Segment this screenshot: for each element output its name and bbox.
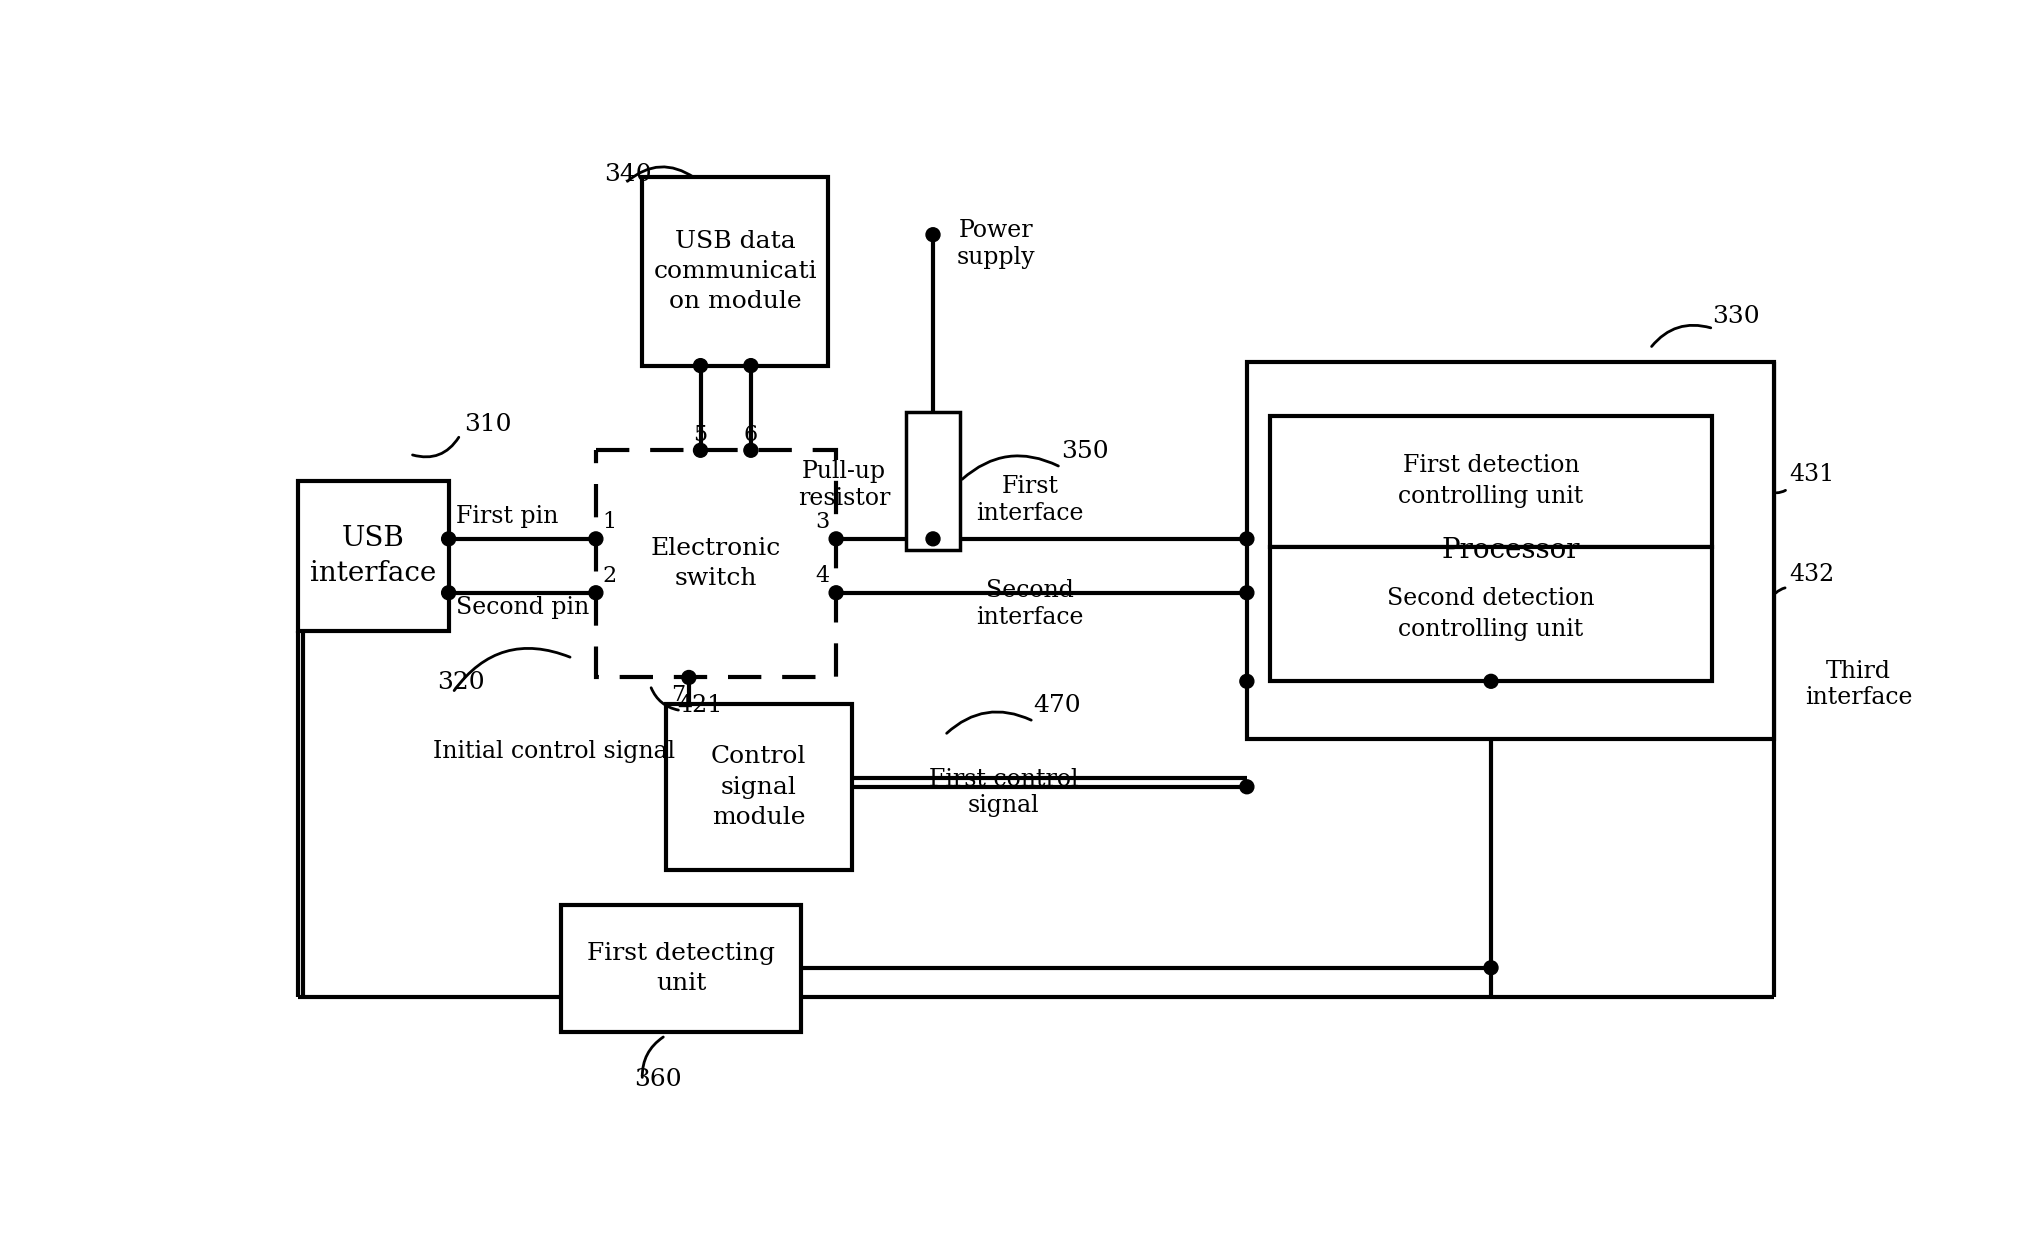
Circle shape — [693, 359, 708, 372]
Text: First pin: First pin — [457, 505, 559, 529]
Text: Third
interface: Third interface — [1805, 660, 1913, 710]
Circle shape — [589, 532, 604, 546]
Text: 310: 310 — [465, 412, 512, 436]
Text: 2: 2 — [602, 565, 616, 586]
Circle shape — [1240, 532, 1254, 546]
Bar — [905, 411, 960, 550]
Text: Second detection
controlling unit: Second detection controlling unit — [1387, 588, 1594, 640]
Text: USB data
communicati
on module: USB data communicati on module — [655, 230, 818, 312]
Text: First detection
controlling unit: First detection controlling unit — [1399, 455, 1584, 508]
Circle shape — [1240, 780, 1254, 794]
Text: Power
supply: Power supply — [956, 219, 1036, 269]
Circle shape — [744, 444, 759, 458]
Text: First
interface: First interface — [977, 475, 1083, 525]
Text: Control
signal
module: Control signal module — [712, 745, 805, 829]
Text: Second pin: Second pin — [457, 596, 589, 619]
Text: 6: 6 — [744, 424, 759, 446]
Text: Electronic
switch: Electronic switch — [650, 538, 781, 590]
Bar — [642, 177, 828, 365]
Circle shape — [744, 359, 759, 372]
Circle shape — [589, 586, 604, 600]
Text: 3: 3 — [816, 511, 830, 532]
Circle shape — [1240, 674, 1254, 689]
Circle shape — [693, 444, 708, 458]
Circle shape — [830, 586, 842, 600]
Text: First control
signal: First control signal — [930, 768, 1079, 818]
Bar — [665, 705, 852, 870]
Text: 360: 360 — [634, 1068, 683, 1090]
Circle shape — [1484, 961, 1499, 975]
Bar — [1270, 546, 1713, 681]
Circle shape — [442, 586, 455, 600]
Text: Initial control signal: Initial control signal — [432, 740, 675, 764]
Circle shape — [830, 532, 842, 546]
Text: Second
interface: Second interface — [977, 579, 1083, 629]
Text: 7: 7 — [671, 684, 685, 705]
Bar — [561, 905, 801, 1031]
Text: 431: 431 — [1790, 462, 1835, 486]
Text: Processor: Processor — [1442, 538, 1580, 564]
Circle shape — [1240, 586, 1254, 600]
Text: 1: 1 — [602, 511, 616, 532]
Text: 421: 421 — [677, 694, 722, 718]
Text: 5: 5 — [693, 424, 708, 446]
Circle shape — [926, 532, 940, 546]
Text: 470: 470 — [1034, 694, 1081, 718]
Text: 350: 350 — [1060, 440, 1109, 462]
Text: 340: 340 — [604, 162, 650, 186]
Circle shape — [681, 670, 695, 685]
Bar — [298, 481, 449, 631]
Text: First detecting
unit: First detecting unit — [587, 941, 775, 995]
Text: 330: 330 — [1713, 305, 1760, 329]
Bar — [1270, 416, 1713, 546]
Text: 320: 320 — [436, 671, 485, 694]
Bar — [595, 450, 836, 678]
Circle shape — [442, 532, 455, 546]
Circle shape — [926, 228, 940, 241]
Circle shape — [1484, 674, 1499, 689]
Text: Pull-up
resistor: Pull-up resistor — [797, 460, 891, 510]
Text: 432: 432 — [1790, 564, 1835, 586]
Bar — [1248, 361, 1774, 739]
Text: 4: 4 — [816, 565, 830, 586]
Text: USB
interface: USB interface — [310, 525, 436, 588]
